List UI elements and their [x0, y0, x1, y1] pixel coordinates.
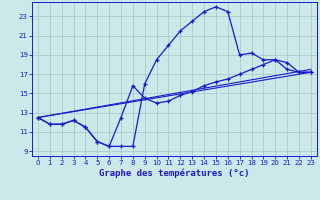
X-axis label: Graphe des températures (°c): Graphe des températures (°c)	[99, 169, 250, 178]
